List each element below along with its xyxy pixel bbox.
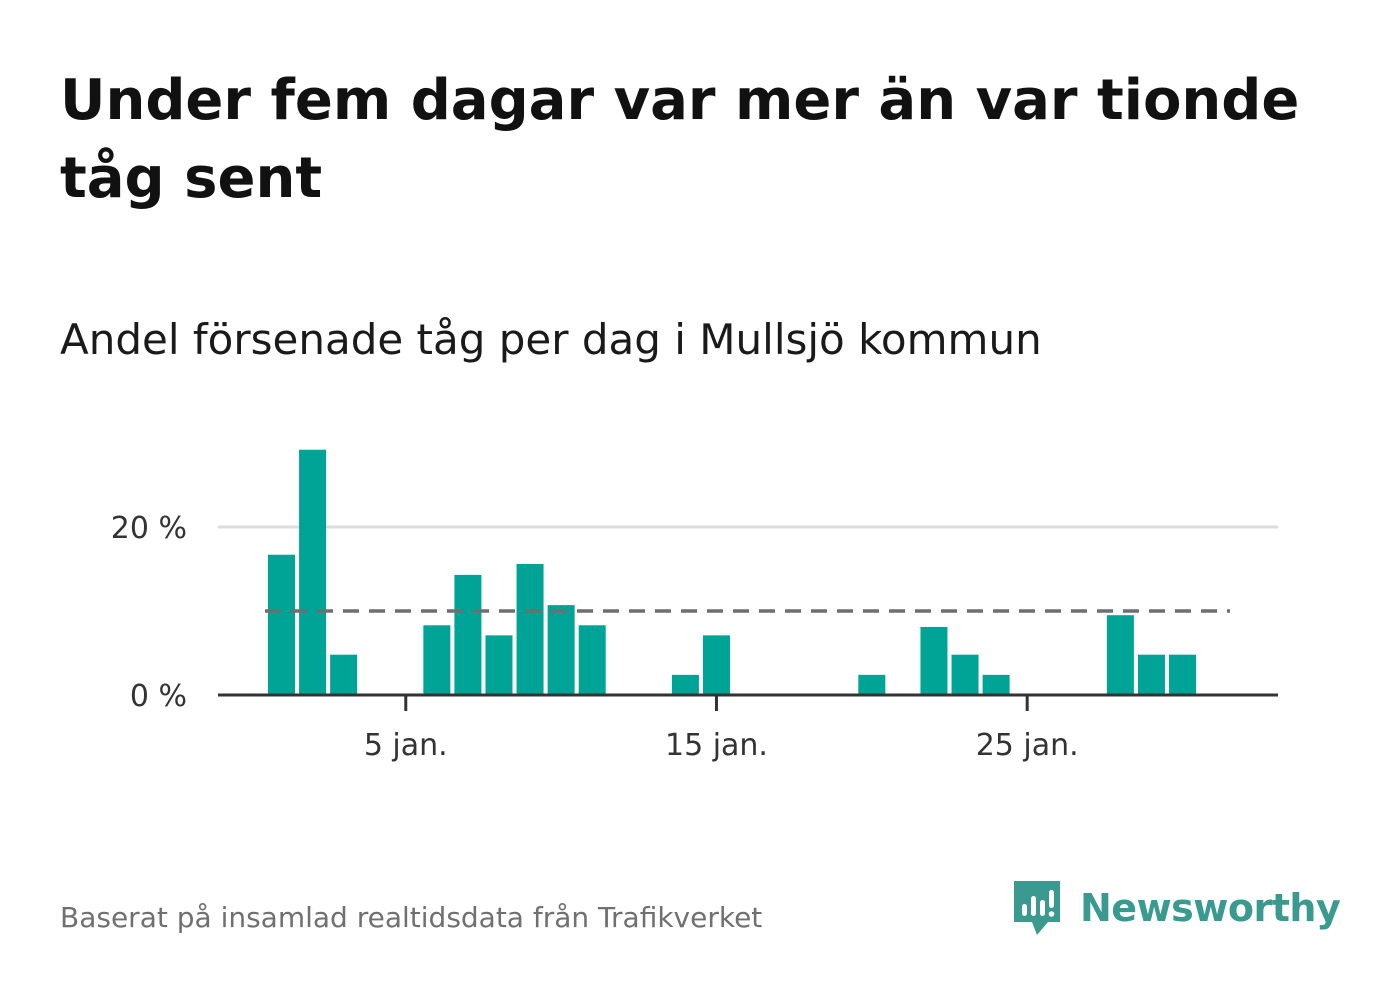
bar bbox=[702, 635, 730, 695]
newsworthy-logo-icon bbox=[1014, 881, 1060, 935]
x-tick-label: 25 jan. bbox=[976, 728, 1079, 763]
bar bbox=[671, 674, 699, 695]
bar bbox=[330, 654, 358, 695]
bar bbox=[1137, 654, 1165, 695]
bar bbox=[423, 625, 451, 695]
bar bbox=[268, 554, 295, 695]
bar bbox=[516, 563, 544, 695]
bar bbox=[299, 449, 327, 695]
bar bbox=[578, 625, 606, 695]
brand-logo: Newsworthy bbox=[1010, 878, 1341, 938]
y-tick-label: 0 % bbox=[130, 679, 187, 714]
bar bbox=[454, 574, 482, 695]
bar bbox=[920, 626, 948, 695]
bar bbox=[1106, 615, 1134, 695]
chart-subtitle: Andel försenade tåg per dag i Mullsjö ko… bbox=[60, 315, 1042, 364]
brand-name: Newsworthy bbox=[1080, 886, 1341, 930]
bar bbox=[858, 674, 886, 695]
x-tick-label: 15 jan. bbox=[665, 728, 768, 763]
y-tick-label: 20 % bbox=[111, 511, 187, 546]
bar bbox=[951, 654, 979, 695]
bar bbox=[1169, 654, 1197, 695]
bar bbox=[547, 605, 575, 695]
x-tick-label: 5 jan. bbox=[364, 728, 448, 763]
bar bbox=[485, 635, 513, 695]
chart-title: Under fem dagar var mer än var tionde tå… bbox=[60, 68, 1300, 211]
source-note: Baserat på insamlad realtidsdata från Tr… bbox=[60, 901, 763, 934]
bar bbox=[982, 674, 1010, 695]
